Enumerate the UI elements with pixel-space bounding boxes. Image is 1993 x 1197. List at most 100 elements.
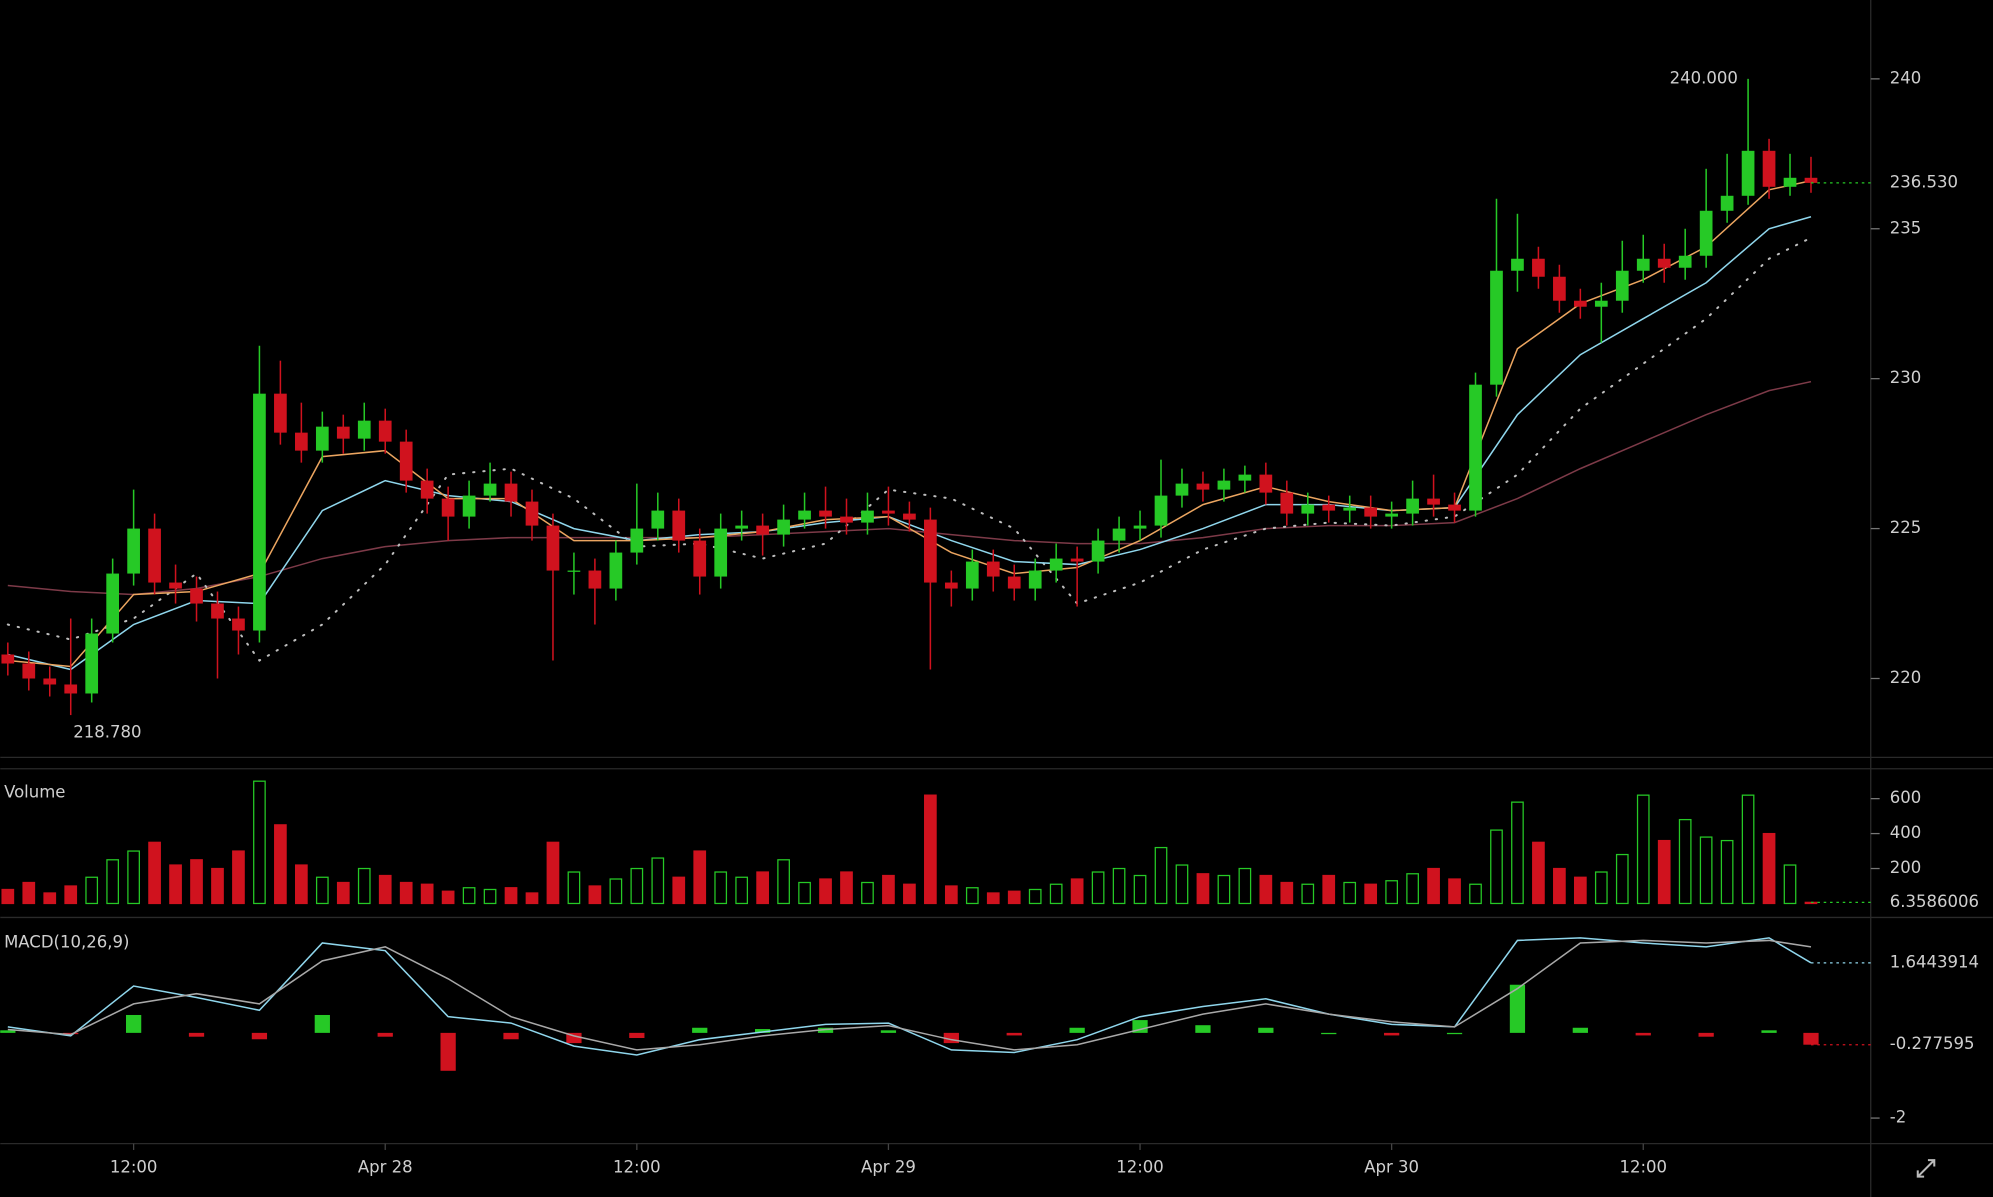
volume-bar — [1469, 883, 1482, 905]
volume-bar — [357, 867, 371, 905]
macd-histogram-bar — [377, 1032, 393, 1037]
y-tick-label: 600 — [1890, 788, 1921, 807]
low-label: 218.780 — [73, 722, 141, 741]
candle-body — [1657, 258, 1671, 268]
macd-histogram-bar — [1509, 984, 1526, 1033]
candle-body — [672, 510, 686, 541]
candle-body — [1049, 558, 1063, 571]
volume-bar — [944, 885, 958, 905]
candle-body — [1741, 150, 1755, 196]
macd-histogram-bar — [817, 1027, 834, 1033]
candle-body — [1301, 504, 1315, 514]
candle-body — [1280, 492, 1294, 514]
macd-histogram-bar — [1258, 1027, 1274, 1033]
volume-bar — [378, 874, 392, 905]
volume-bar — [315, 876, 329, 905]
candle-body — [1175, 483, 1189, 496]
candle-body — [1133, 525, 1147, 529]
volume-bar — [1678, 818, 1692, 905]
volume-bar — [840, 871, 853, 905]
candle-body — [819, 510, 832, 517]
macd-histogram-bar — [1006, 1032, 1022, 1036]
volume-bar — [609, 878, 623, 905]
volume-bar — [1427, 867, 1440, 905]
volume-bar — [882, 874, 895, 905]
volume-bar — [965, 887, 979, 905]
volume-bar — [693, 850, 707, 905]
x-tick-label: 12:00 — [110, 1157, 158, 1176]
candle-body — [1511, 258, 1524, 271]
volume-bar — [1364, 883, 1378, 905]
volume-bar — [1657, 839, 1671, 905]
volume-bar — [1322, 874, 1336, 905]
volume-bar — [756, 871, 769, 905]
volume-bar — [1511, 801, 1524, 905]
macd-histogram-bar — [1635, 1032, 1651, 1036]
candle-body — [211, 603, 224, 619]
volume-bar — [588, 885, 602, 905]
candle-body — [567, 570, 581, 572]
volume-bar — [1699, 836, 1713, 905]
volume-bar — [1343, 881, 1357, 905]
candle-body — [1007, 576, 1021, 589]
fullscreen-button[interactable] — [1916, 1159, 1936, 1178]
candle-body — [609, 552, 623, 589]
candle-body — [986, 561, 1000, 577]
volume-bar — [903, 883, 916, 905]
candle-body — [546, 525, 560, 571]
macd-histogram-bar — [880, 1030, 897, 1033]
volume-bar — [1238, 867, 1252, 905]
macd-title: MACD(10,26,9) — [4, 932, 129, 951]
volume-bar — [1217, 874, 1231, 905]
volume-bar — [1259, 874, 1273, 905]
macd-histogram-bar — [566, 1032, 582, 1044]
candle-body — [378, 420, 392, 442]
volume-bar — [1385, 880, 1398, 905]
candle-body — [1406, 498, 1419, 514]
candle-body — [1720, 195, 1734, 211]
volume-bar — [1615, 853, 1629, 905]
candle-body — [357, 420, 371, 439]
volume-bar — [1154, 846, 1168, 905]
candle-body — [1783, 177, 1797, 187]
moving-average — [7, 216, 1812, 671]
candle-body — [190, 588, 203, 604]
candle-body — [1364, 507, 1378, 517]
moving-average — [7, 180, 1812, 668]
volume-bar — [106, 859, 120, 905]
candle-body — [1091, 540, 1105, 562]
last-volume-label: 6.3586006 — [1890, 892, 1979, 911]
candle-body — [399, 441, 413, 481]
candle-body — [1678, 255, 1692, 268]
candle-body — [1, 654, 15, 664]
volume-bar — [1070, 878, 1084, 905]
volume-bar — [1553, 867, 1566, 905]
volume-bar — [1175, 864, 1189, 905]
candle-body — [420, 480, 434, 499]
macd-line — [7, 939, 1812, 1051]
volume-bar — [232, 850, 245, 905]
candle-body — [169, 582, 182, 589]
candle-body — [1532, 258, 1545, 277]
last-price-label: 236.530 — [1890, 172, 1958, 191]
volume-bar — [1406, 873, 1419, 905]
candle-body — [295, 432, 308, 451]
fullscreen-icon[interactable] — [1916, 1159, 1936, 1178]
candle-body — [315, 426, 329, 451]
macd-histogram-bar — [503, 1032, 519, 1040]
volume-bar — [672, 876, 686, 905]
volume-bar — [1573, 876, 1587, 905]
volume-bar — [504, 887, 518, 905]
volume-bar — [1783, 864, 1797, 905]
volume-bar — [798, 881, 811, 905]
volume-bar — [64, 885, 78, 905]
y-tick-label: 220 — [1890, 668, 1921, 687]
candle-body — [85, 633, 99, 694]
volume-bar — [399, 881, 413, 905]
volume-bar — [1280, 881, 1294, 905]
candle-body — [651, 510, 665, 529]
macd-histogram-bar — [314, 1014, 330, 1033]
volume-bar — [1762, 832, 1776, 905]
y-tick-label: 235 — [1890, 218, 1921, 237]
